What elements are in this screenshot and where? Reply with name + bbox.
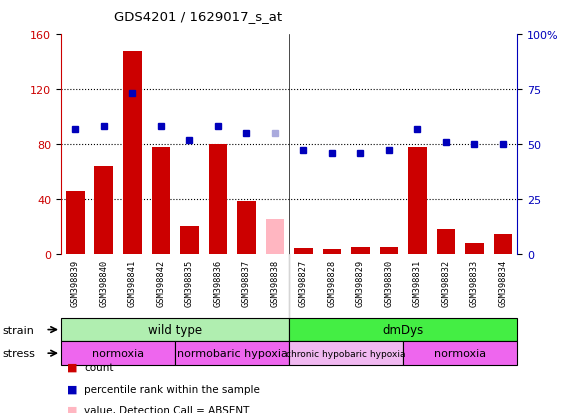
Text: GSM398834: GSM398834 xyxy=(498,259,507,306)
Bar xyxy=(494,235,512,254)
Text: ■: ■ xyxy=(67,384,77,394)
Text: GSM398842: GSM398842 xyxy=(156,259,165,306)
Bar xyxy=(266,220,284,254)
Bar xyxy=(209,145,227,254)
Text: GSM398841: GSM398841 xyxy=(128,259,137,306)
Bar xyxy=(294,249,313,254)
Bar xyxy=(322,250,341,254)
Text: stress: stress xyxy=(3,348,36,358)
Bar xyxy=(465,243,483,254)
Bar xyxy=(436,229,455,254)
Text: GSM398830: GSM398830 xyxy=(384,259,393,306)
Text: GSM398829: GSM398829 xyxy=(356,259,365,306)
Text: GSM398828: GSM398828 xyxy=(327,259,336,306)
Bar xyxy=(152,147,170,254)
Bar xyxy=(289,318,517,342)
Text: strain: strain xyxy=(3,325,35,335)
Text: ■: ■ xyxy=(67,362,77,372)
Text: wild type: wild type xyxy=(148,323,202,336)
Bar xyxy=(408,147,426,254)
Bar xyxy=(237,202,256,254)
Text: GSM398837: GSM398837 xyxy=(242,259,251,306)
Text: normoxia: normoxia xyxy=(92,348,144,358)
Text: GSM398839: GSM398839 xyxy=(71,259,80,306)
Text: percentile rank within the sample: percentile rank within the sample xyxy=(84,384,260,394)
Bar xyxy=(95,166,113,254)
Text: GSM398835: GSM398835 xyxy=(185,259,194,306)
Bar xyxy=(180,227,199,254)
Bar xyxy=(61,318,289,342)
Text: value, Detection Call = ABSENT: value, Detection Call = ABSENT xyxy=(84,405,250,413)
Bar xyxy=(351,247,370,254)
Bar xyxy=(66,191,84,254)
Text: GSM398836: GSM398836 xyxy=(213,259,223,306)
Bar xyxy=(61,342,175,365)
Bar xyxy=(175,342,289,365)
Text: normobaric hypoxia: normobaric hypoxia xyxy=(177,348,288,358)
Text: GSM398833: GSM398833 xyxy=(470,259,479,306)
Text: count: count xyxy=(84,362,114,372)
Text: GDS4201 / 1629017_s_at: GDS4201 / 1629017_s_at xyxy=(114,10,282,23)
Text: GSM398838: GSM398838 xyxy=(270,259,279,306)
Text: GSM398840: GSM398840 xyxy=(99,259,108,306)
Bar xyxy=(123,52,142,254)
Text: dmDys: dmDys xyxy=(382,323,424,336)
Text: GSM398831: GSM398831 xyxy=(413,259,422,306)
Bar xyxy=(403,342,517,365)
Text: ■: ■ xyxy=(67,405,77,413)
Text: normoxia: normoxia xyxy=(434,348,486,358)
Text: chronic hypobaric hypoxia: chronic hypobaric hypoxia xyxy=(286,349,406,358)
Bar xyxy=(289,342,403,365)
Bar xyxy=(379,247,398,254)
Text: GSM398827: GSM398827 xyxy=(299,259,308,306)
Text: GSM398832: GSM398832 xyxy=(442,259,450,306)
